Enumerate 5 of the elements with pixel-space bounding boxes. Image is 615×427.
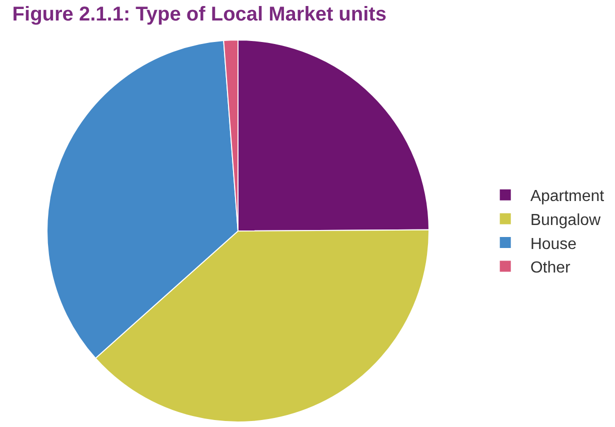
legend-label: Other <box>530 260 572 277</box>
chart-title: Figure 2.1.1: Type of Local Market units <box>12 3 386 26</box>
legend-label: House <box>530 236 577 253</box>
legend-label: Bungalow <box>530 212 602 229</box>
legend-label: Apartment <box>530 188 605 206</box>
